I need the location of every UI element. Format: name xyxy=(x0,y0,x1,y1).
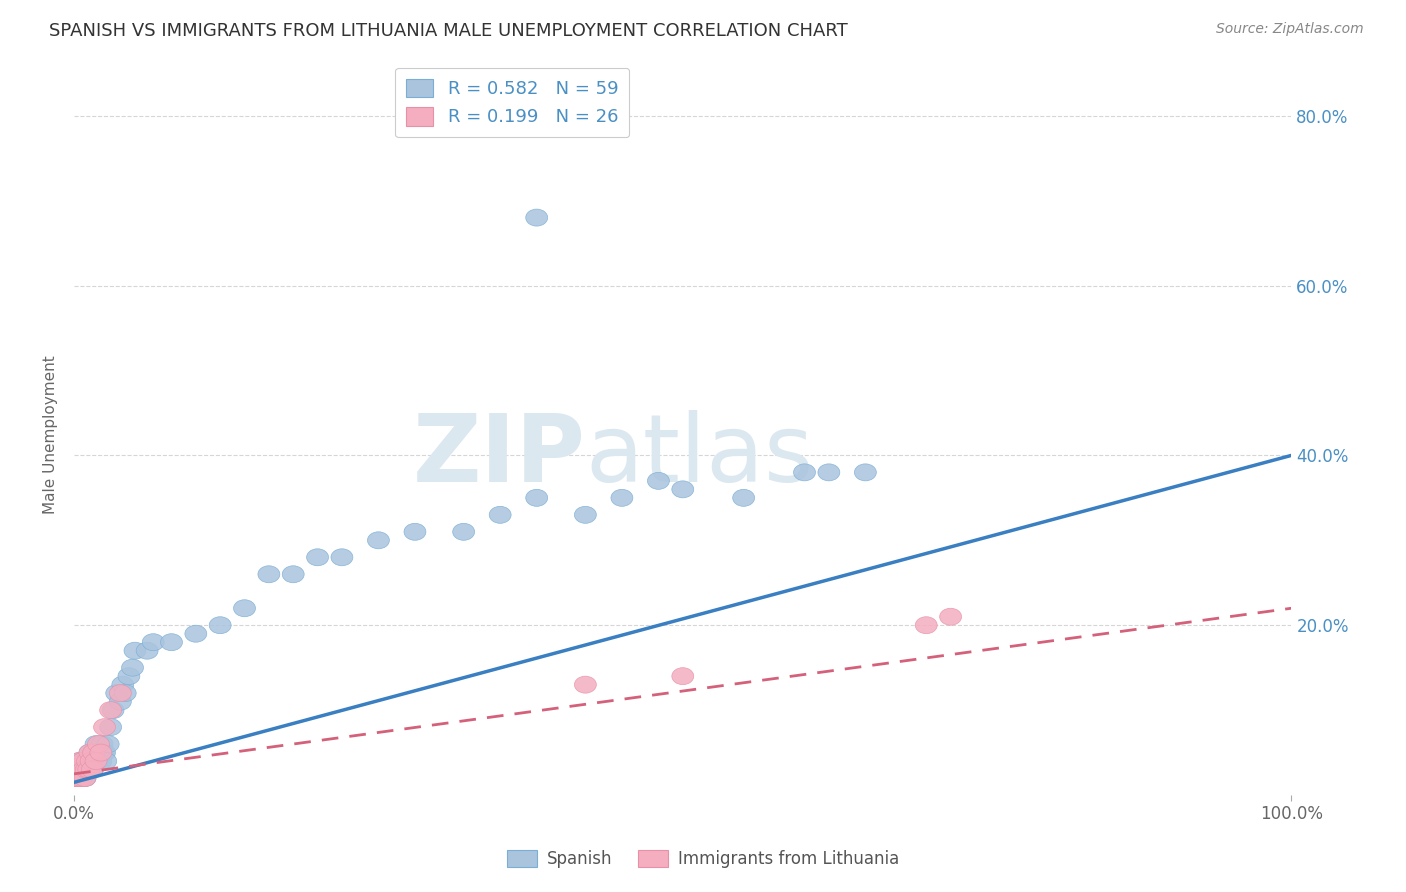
Text: SPANISH VS IMMIGRANTS FROM LITHUANIA MALE UNEMPLOYMENT CORRELATION CHART: SPANISH VS IMMIGRANTS FROM LITHUANIA MAL… xyxy=(49,22,848,40)
Legend: Spanish, Immigrants from Lithuania: Spanish, Immigrants from Lithuania xyxy=(501,843,905,875)
Text: Source: ZipAtlas.com: Source: ZipAtlas.com xyxy=(1216,22,1364,37)
Legend: R = 0.582   N = 59, R = 0.199   N = 26: R = 0.582 N = 59, R = 0.199 N = 26 xyxy=(395,68,630,137)
Y-axis label: Male Unemployment: Male Unemployment xyxy=(44,355,58,514)
Text: atlas: atlas xyxy=(585,409,814,502)
Text: ZIP: ZIP xyxy=(412,409,585,502)
